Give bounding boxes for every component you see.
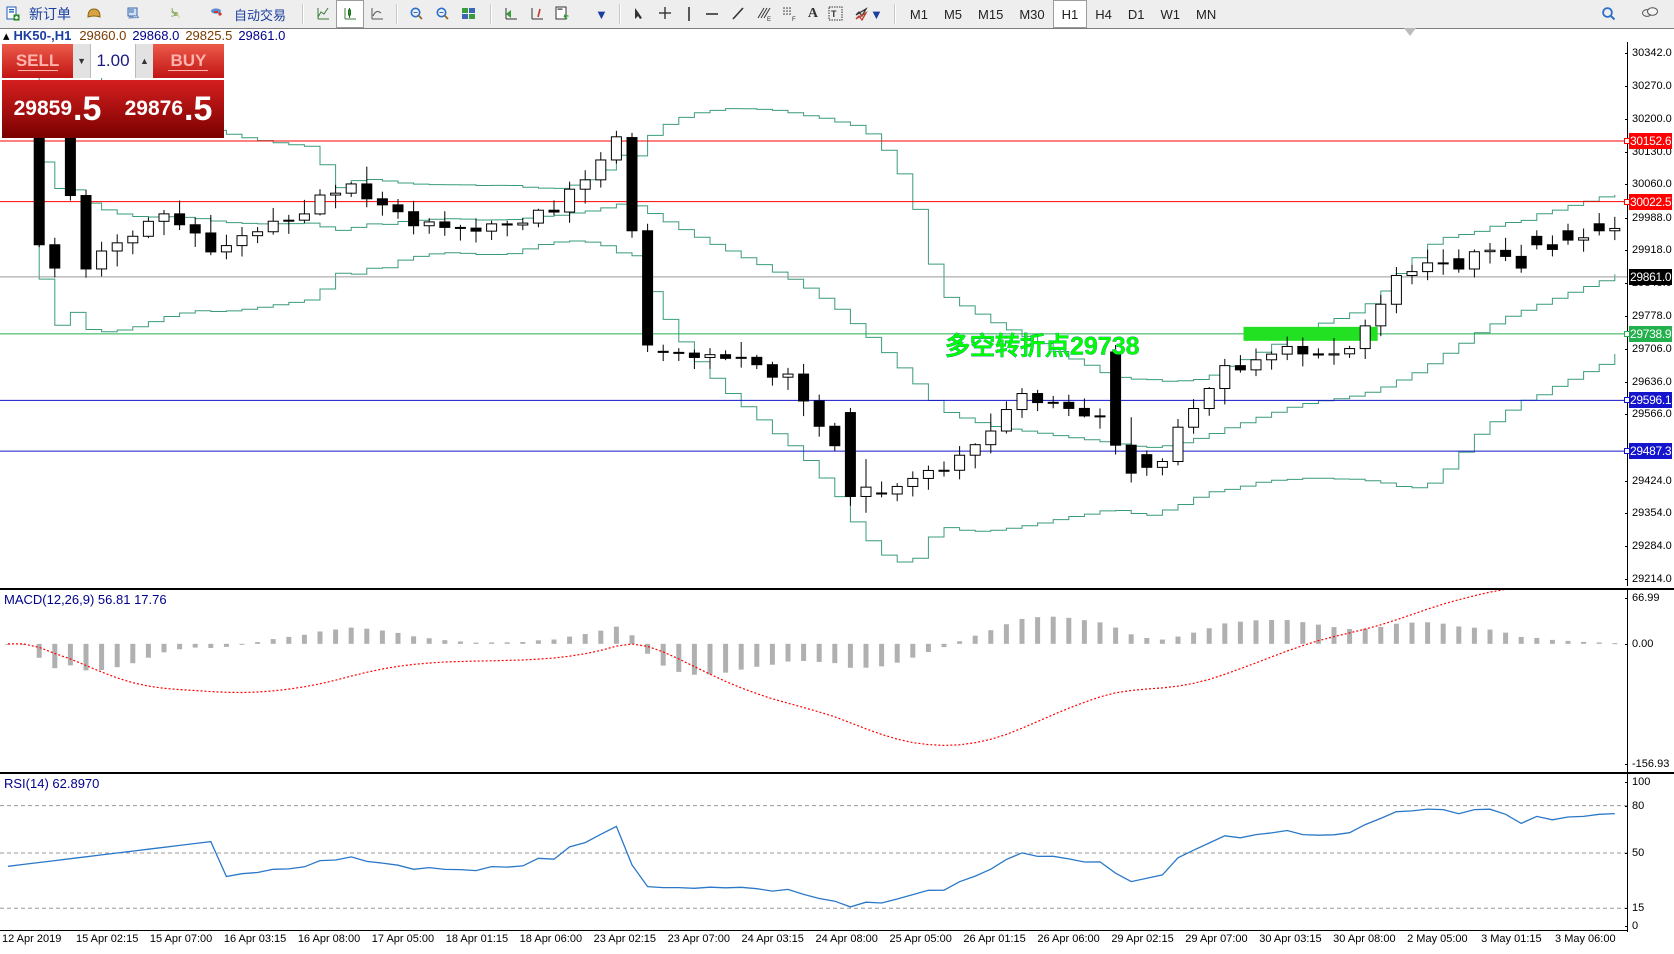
svg-text:F: F <box>792 17 796 22</box>
svg-text:多空转折点29738: 多空转折点29738 <box>945 331 1140 360</box>
svg-text:E: E <box>767 17 771 22</box>
svg-text:T: T <box>831 9 837 19</box>
